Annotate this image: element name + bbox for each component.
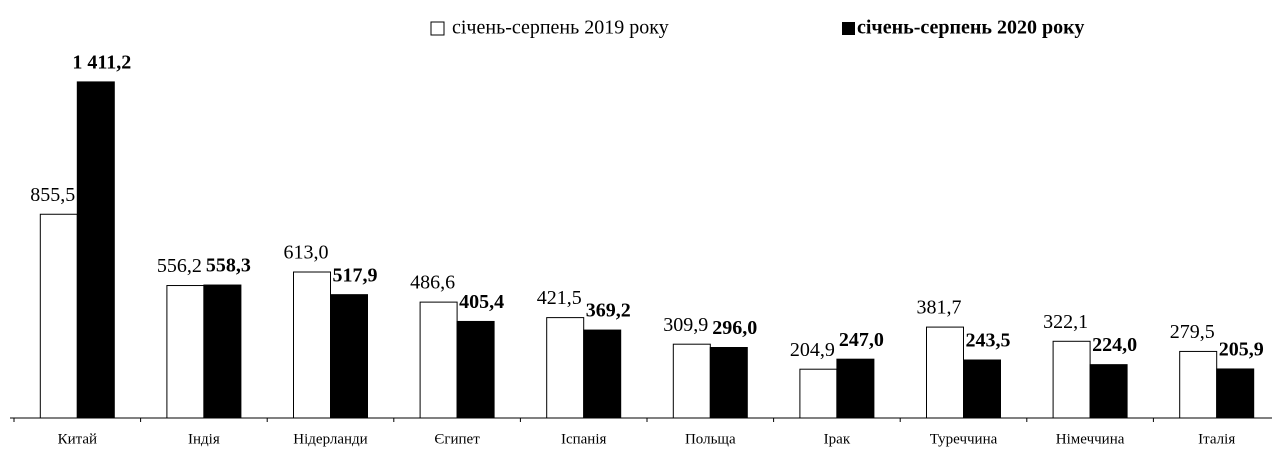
bar: [546, 317, 585, 419]
data-label: 243,5: [966, 330, 1011, 352]
data-label: 247,0: [839, 329, 884, 351]
data-label: 381,7: [917, 297, 962, 319]
bar: [926, 326, 964, 419]
bar: [39, 213, 78, 419]
bar: [963, 359, 1001, 419]
data-label: 1 411,2: [72, 52, 131, 74]
legend-swatch: [842, 22, 855, 35]
bar: [1179, 350, 1218, 419]
data-label: 405,4: [459, 291, 504, 313]
bar: [1052, 340, 1091, 419]
x-tick-label: Туреччина: [930, 431, 998, 447]
x-tick-label: Німеччина: [1056, 431, 1125, 447]
data-label: 224,0: [1092, 334, 1137, 356]
x-tick-label: Італія: [1198, 431, 1235, 447]
data-label: 369,2: [586, 300, 631, 322]
x-tick-label: Ірак: [824, 431, 851, 447]
bar: [836, 358, 875, 419]
data-label: 296,0: [712, 317, 757, 339]
data-label: 556,2: [157, 255, 202, 277]
data-label: 279,5: [1170, 321, 1215, 343]
data-label: 421,5: [537, 287, 582, 309]
legend-label: січень-серпень 2019 року: [452, 17, 669, 39]
x-tick-label: Китай: [58, 431, 97, 447]
x-tick-label: Польща: [685, 431, 736, 447]
data-label: 205,9: [1219, 339, 1264, 361]
bar: [330, 294, 368, 419]
bar: [672, 343, 711, 419]
x-tick-label: Іспанія: [561, 431, 607, 447]
bar: [1216, 368, 1255, 419]
bar: [203, 284, 242, 419]
data-label: 486,6: [410, 272, 455, 294]
data-label: 204,9: [790, 339, 835, 361]
bar: [1089, 364, 1128, 419]
bar: [456, 320, 495, 419]
bar: [583, 329, 622, 419]
bar: [709, 347, 748, 419]
data-label: 855,5: [30, 184, 75, 206]
bar: [419, 301, 458, 419]
data-label: 558,3: [206, 255, 251, 277]
data-label: 517,9: [333, 264, 378, 286]
x-tick-label: Єгипет: [434, 431, 480, 447]
x-tick-label: Нідерланди: [293, 431, 367, 447]
bar: [293, 271, 331, 419]
data-label: 322,1: [1043, 311, 1088, 333]
legend-swatch: [430, 21, 445, 36]
legend-label: січень-серпень 2020 року: [857, 17, 1084, 39]
bar: [166, 285, 205, 419]
x-tick-label: Індія: [188, 431, 220, 447]
bar: [799, 368, 838, 419]
data-label: 613,0: [284, 242, 329, 264]
bar: [76, 81, 115, 419]
data-label: 309,9: [663, 314, 708, 336]
